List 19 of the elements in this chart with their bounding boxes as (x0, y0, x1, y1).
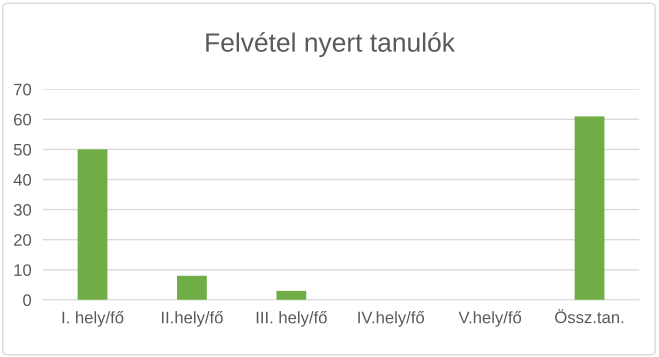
x-tick-label: I. hely/fő (62, 310, 124, 327)
y-tick-label: 50 (14, 144, 32, 156)
bar (78, 149, 108, 300)
x-tick-label: III. hely/fő (256, 310, 327, 327)
bar (177, 276, 207, 300)
y-tick-label: 30 (14, 204, 32, 216)
y-tick-label: 70 (14, 84, 32, 96)
chart-title: Felvétel nyert tanulók (206, 32, 455, 58)
bar (276, 290, 306, 300)
y-tick-label: 20 (14, 234, 32, 246)
y-tick-label: 40 (14, 174, 32, 186)
x-tick-label: IV.hely/fő (358, 310, 424, 327)
x-tick-label: Össz.tan. (555, 309, 624, 324)
x-tick-label: II.hely/fő (162, 310, 223, 327)
y-tick-label: 10 (14, 264, 32, 276)
x-tick-label: V.hely/fő (458, 310, 522, 327)
bar (574, 116, 604, 300)
y-tick-label: 0 (23, 294, 32, 306)
y-tick-label: 60 (14, 114, 32, 126)
